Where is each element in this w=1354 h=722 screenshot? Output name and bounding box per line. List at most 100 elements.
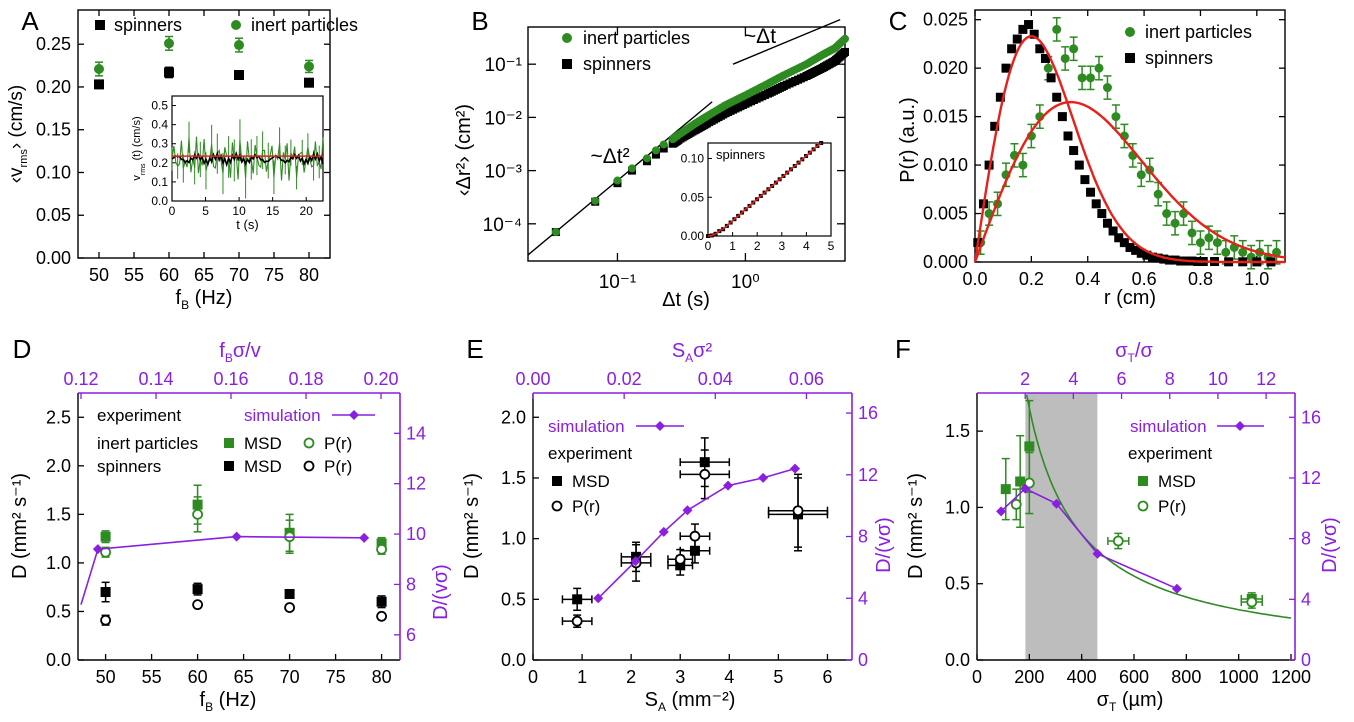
panel-f-simulation-point — [1051, 498, 1062, 509]
panel-e-legend-marker — [552, 476, 562, 486]
panel-d-x-ticklabel: 75 — [326, 667, 346, 687]
panel-d-point — [100, 587, 111, 598]
panel-a-point — [304, 77, 314, 88]
panel-a-x-ticklabel: 65 — [194, 265, 214, 285]
panel-d-right-ticklabel: 6 — [406, 625, 416, 645]
panel-e-simulation-point — [758, 472, 769, 483]
panel-d-legend-pr: P(r) — [324, 457, 352, 476]
panel-c-point — [1012, 34, 1022, 44]
panel-d-legend-pr: P(r) — [324, 434, 352, 453]
panel-b-inset-fit — [707, 142, 822, 237]
panel-d-legend-inert: inert particles — [97, 434, 198, 453]
panel-c-point — [1221, 247, 1231, 257]
panel-f-legend-simulation: simulation — [1130, 417, 1207, 436]
panel-b-y-ticklabel: 10⁻¹ — [485, 55, 523, 76]
panel-e-legend-pr: P(r) — [572, 497, 600, 516]
panel-e-xlabel-tail: (mm⁻²) — [666, 689, 735, 711]
panel-e-right-ticklabel: 0 — [858, 650, 868, 670]
panel-b-point — [719, 110, 728, 119]
panel-a-inset-ticklabel: 0.1 — [151, 175, 168, 189]
panel-c-fit-inert — [973, 100, 1286, 263]
panel-c-point — [1108, 226, 1118, 236]
panel-b-point — [628, 164, 637, 173]
panel-d-point — [376, 596, 387, 607]
panel-d-top-ticklabel: 0.16 — [213, 369, 248, 389]
panel-c-point — [1153, 253, 1163, 263]
panel-f-top-ticklabel: 4 — [1068, 369, 1078, 389]
panel-b-point — [651, 146, 660, 155]
panel-d-simulation-point — [92, 544, 103, 555]
panel-b-inset-label: spinners — [716, 147, 766, 162]
panel-f-point — [1246, 596, 1258, 608]
panel-c-point — [1043, 63, 1053, 73]
panel-a-x-ticklabel: 55 — [124, 265, 144, 285]
panel-f-point — [1000, 484, 1011, 495]
panel-a-point — [234, 40, 244, 51]
panel-d-x-ticklabel: 70 — [280, 667, 300, 687]
panel-a-point — [94, 79, 104, 90]
panel-b-inset-ticklabel: 0.05 — [681, 190, 705, 204]
panel-c-xlabel: r (cm) — [1104, 287, 1156, 309]
panel-b-point — [651, 150, 660, 159]
panel-a-inset-ticklabel: 0.5 — [151, 99, 168, 113]
panel-e-point — [571, 615, 583, 627]
panel-e-xlabel-sub: A — [658, 700, 666, 714]
panel-a-x-ticklabel: 50 — [89, 265, 109, 285]
panel-d-top-ticklabel: 0.18 — [288, 369, 323, 389]
panel-b-inset-ticklabel: 5 — [828, 239, 835, 253]
panel-c-point — [1063, 131, 1073, 141]
panel-d-xlabel-sub: B — [205, 700, 213, 714]
panel-e-x-ticklabel: 1 — [577, 667, 587, 687]
panel-e-x-ticklabel: 5 — [773, 667, 783, 687]
panel-e-legend-sim-marker — [655, 421, 665, 431]
panel-b-x-ticklabel: 10⁻¹ — [599, 272, 637, 293]
panel-a-inset-ticklabel: 0.2 — [151, 156, 168, 170]
panel-f-point — [1015, 476, 1026, 487]
panel-c-fit-spinners — [973, 34, 1285, 264]
panel-f-toplabel-tail: /σ — [1135, 340, 1154, 362]
panel-d-y-ticklabel: 0.5 — [46, 601, 71, 621]
panel-e-right-ticklabel: 8 — [858, 527, 868, 547]
panel-f-y-ticklabel: 1.5 — [945, 421, 970, 441]
panel-a-inset-ticklabel: 5 — [202, 204, 209, 218]
panel-d-legend-experiment: experiment — [97, 406, 181, 425]
panel-c-point — [1102, 218, 1112, 228]
panel-c-point — [1069, 44, 1079, 54]
panel-f-rightlabel: D/(vσ) — [1319, 517, 1341, 573]
panel-a-point — [304, 61, 314, 72]
panel-f-x-ticklabel: 800 — [1171, 667, 1201, 687]
panel-f-toplabel-main: σ — [1115, 340, 1128, 362]
panel-a-ylabel-sub: rms — [18, 149, 30, 168]
panel-c-point — [1142, 250, 1152, 260]
panel-d-right-ticklabel: 10 — [406, 524, 426, 544]
panel-b-y-ticklabel: 10⁻³ — [485, 162, 523, 183]
panel-e-xlabel: SA (mm⁻²) — [645, 689, 736, 714]
panel-c-point — [1119, 238, 1129, 248]
panel-e-simulation-point — [593, 593, 604, 604]
panel-f-top-ticklabel: 10 — [1208, 369, 1228, 389]
panel-d-ylabel: D (mm² s⁻¹) — [9, 473, 31, 579]
panel-a-xlabel-sub: B — [181, 298, 189, 312]
panel-c-x-ticklabel: 0.4 — [1075, 269, 1100, 289]
panel-f-legend-marker — [1137, 500, 1149, 512]
panel-a-y-ticklabel: 0.00 — [36, 248, 71, 268]
panel-b-ylabel: ‹Δr²› (cm²) — [453, 104, 475, 196]
panel-c-point — [1195, 238, 1205, 248]
panel-e-toplabel-tail: σ² — [693, 340, 712, 362]
panel-d-y-ticklabel: 0.0 — [46, 650, 71, 670]
panel-c-point — [1018, 160, 1028, 170]
panel-e-simulation-point — [630, 556, 641, 567]
panel-b-point — [591, 196, 600, 205]
panel-f-xlabel-sub: T — [1109, 700, 1117, 714]
panel-a-inset-xlabel: t (s) — [236, 217, 258, 232]
panel-f-point — [1010, 498, 1022, 510]
panel-f-y-ticklabel: 0.5 — [945, 574, 970, 594]
panel-letter-b: B — [471, 6, 488, 36]
panel-e-legend-marker — [551, 500, 563, 512]
panel-d-point — [192, 599, 204, 611]
panel-f-right-ticklabel: 16 — [1301, 407, 1321, 427]
panel-d-y-ticklabel: 2.5 — [46, 407, 71, 427]
panel-a-y-ticklabel: 0.05 — [36, 205, 71, 225]
panel-f-top-ticklabel: 6 — [1117, 369, 1127, 389]
